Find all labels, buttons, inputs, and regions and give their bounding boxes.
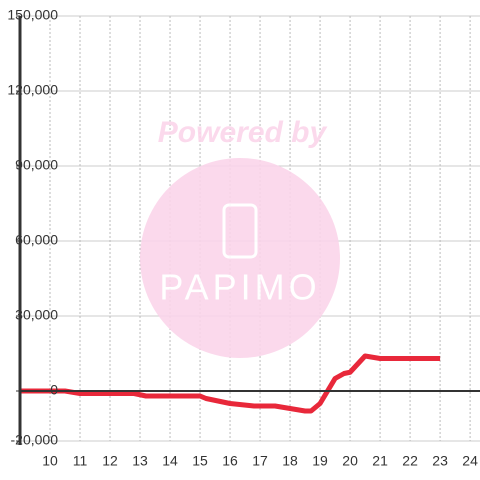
y-tick-label: 120,000 — [7, 82, 58, 98]
watermark-icon — [222, 203, 258, 259]
x-tick-label: 10 — [42, 453, 58, 469]
watermark-text: PAPIMO — [159, 267, 320, 308]
x-tick-label: 11 — [73, 453, 88, 469]
y-tick-label: 60,000 — [15, 232, 58, 248]
x-tick-label: 14 — [162, 453, 178, 469]
x-tick-label: 23 — [432, 453, 448, 469]
y-tick-label: 150,000 — [7, 7, 58, 23]
x-tick-label: 18 — [282, 453, 298, 469]
x-tick-label: 17 — [252, 453, 268, 469]
y-tick-label: 90,000 — [15, 157, 58, 173]
watermark-text: Powered by — [158, 116, 328, 149]
y-tick-label: -20,000 — [11, 432, 59, 448]
x-tick-label: 19 — [312, 453, 328, 469]
watermark: Powered by PAPIMO — [140, 116, 340, 358]
data-line — [20, 353, 441, 414]
x-tick-label: 20 — [342, 453, 358, 469]
x-tick-label: 16 — [222, 453, 238, 469]
x-tick-label: 21 — [372, 453, 388, 469]
y-tick-label: 30,000 — [15, 307, 58, 323]
x-tick-label: 24 — [462, 453, 478, 469]
y-tick-label: 0 — [50, 382, 58, 398]
x-tick-label: 22 — [402, 453, 418, 469]
x-tick-label: 15 — [192, 453, 208, 469]
x-tick-label: 13 — [132, 453, 148, 469]
x-tick-label: 12 — [102, 453, 118, 469]
